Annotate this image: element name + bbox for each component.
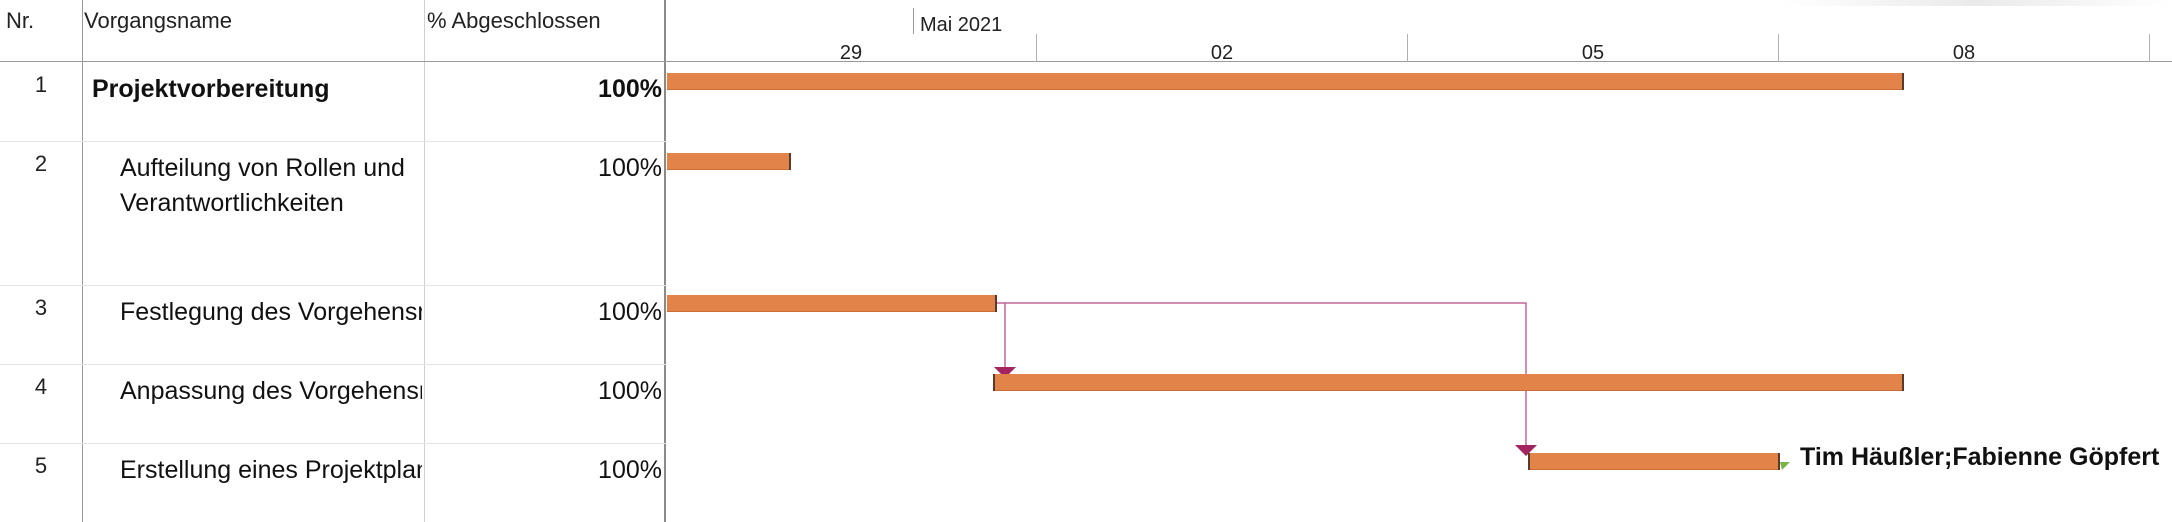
task-name[interactable]: Projektvorbereitung [92,75,330,103]
task-row-1[interactable]: 1 Projektvorbereitung 100% [0,62,666,141]
row-divider [0,364,82,365]
gantt-bar[interactable] [1528,453,1780,470]
task-name[interactable]: Aufteilung von Rollen und Verantwortlich… [120,154,405,217]
finish-marker-icon [1780,462,1790,470]
row-divider [0,141,82,142]
row-divider [0,285,82,286]
timescale-day-label: 05 [1581,42,1605,64]
row-divider [0,443,82,444]
row-divider [82,141,666,142]
row-divider [82,285,666,286]
timescale-month-label: Mai 2021 [920,14,1003,36]
task-percent-complete[interactable]: 100% [598,456,662,484]
gantt-bar[interactable] [667,295,997,312]
task-name[interactable]: Erstellung eines Projektplans [120,456,422,484]
row-divider [82,443,666,444]
column-header-name[interactable]: Vorgangsname [84,8,232,33]
row-divider [82,364,666,365]
timescale-day-label: 08 [1952,42,1976,64]
task-nr: 5 [34,453,48,478]
column-divider [424,0,425,522]
window-shadow [1780,0,2172,6]
resource-names-label: Tim Häußler;Fabienne Göpfert [1800,443,2160,471]
header-divider [0,61,2172,62]
timescale-tick [1407,34,1408,62]
gantt-bar[interactable] [667,153,791,170]
timescale-day-label: 02 [1210,42,1234,64]
task-row-4[interactable]: 4 Anpassung des Vorgehensmodells 100% [0,364,666,443]
task-row-5[interactable]: 5 Erstellung eines Projektplans 100% [0,443,666,522]
gantt-bar[interactable] [993,374,1904,391]
timescale-day-label: 29 [839,42,863,64]
task-nr: 1 [34,72,48,97]
task-nr: 2 [34,151,48,176]
task-nr: 4 [34,374,48,399]
task-row-3[interactable]: 3 Festlegung des Vorgehensmodells 100% [0,285,666,364]
task-percent-complete[interactable]: 100% [598,75,662,103]
column-header-percent[interactable]: % Abgeschlossen [427,8,601,33]
task-percent-complete[interactable]: 100% [598,298,662,326]
column-divider [82,0,83,522]
task-table: Nr. Vorgangsname % Abgeschlossen 1 Proje… [0,0,666,522]
task-name[interactable]: Anpassung des Vorgehensmodells [120,377,422,405]
task-nr: 3 [34,295,48,320]
task-row-2[interactable]: 2 Aufteilung von Rollen und Verantwortli… [0,141,666,285]
task-percent-complete[interactable]: 100% [598,377,662,405]
timescale-tick [1036,34,1037,62]
timescale-tick [1778,34,1779,62]
gantt-bar-summary[interactable] [667,73,1904,90]
task-percent-complete[interactable]: 100% [598,154,662,182]
column-header-nr[interactable]: Nr. [6,8,35,33]
dependency-link-3-4 [996,302,1006,372]
task-name[interactable]: Festlegung des Vorgehensmodells [120,298,422,326]
timescale-tick [2149,34,2150,62]
timescale-tick [913,8,914,34]
